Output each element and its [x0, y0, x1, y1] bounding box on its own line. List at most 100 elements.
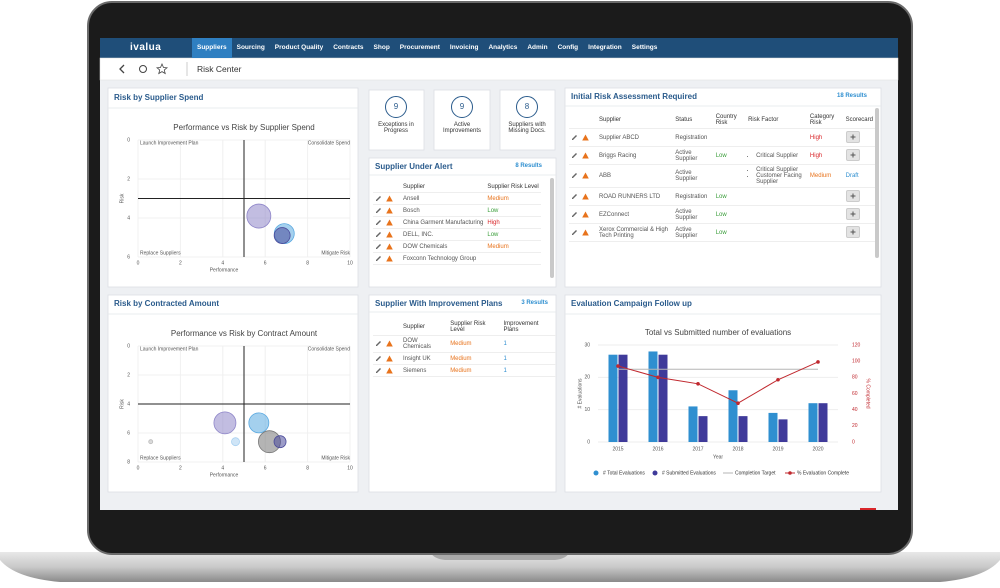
column-header: Risk Factor: [746, 112, 808, 129]
table-cell: High: [807, 128, 844, 147]
add-button[interactable]: [845, 131, 860, 143]
edit-icon[interactable]: [571, 172, 578, 179]
nav-item[interactable]: Product Quality: [274, 44, 324, 51]
edit-icon[interactable]: [375, 355, 382, 362]
edit-icon[interactable]: [571, 134, 578, 141]
scrollbar[interactable]: [875, 108, 879, 258]
table-cell: Siemens: [401, 364, 449, 378]
nav-item[interactable]: Admin: [527, 44, 548, 51]
edit-icon[interactable]: [375, 255, 382, 262]
warning-icon: [582, 152, 589, 159]
result-count[interactable]: 8 Results: [515, 163, 542, 169]
kpi[interactable]: 8 Suppliers with Missing Docs.: [499, 96, 555, 134]
y2-tick-label: 40: [852, 407, 858, 413]
back-icon[interactable]: [119, 64, 125, 74]
column-header: Supplier Risk Level: [448, 319, 502, 336]
plus-icon[interactable]: [847, 191, 859, 201]
header-row: Supplier Supplier Risk Level: [373, 182, 541, 193]
plus-icon[interactable]: [847, 132, 859, 142]
plus-icon[interactable]: [847, 150, 859, 160]
table-cell: Critical SupplierCustomer Facing Supplie…: [746, 164, 808, 188]
quadrant-label: Mitigate Risk: [321, 455, 350, 461]
y2-tick-label: 60: [852, 391, 858, 397]
table-cell: Medium: [448, 364, 502, 378]
bar: [738, 416, 748, 442]
edit-icon[interactable]: [571, 211, 578, 218]
line-marker: [776, 377, 780, 382]
plus-icon[interactable]: [847, 227, 859, 237]
nav-item[interactable]: Contracts: [333, 44, 364, 51]
nav-item[interactable]: Invoicing: [449, 44, 479, 51]
table-row: China Garment Manufacturing High: [373, 216, 541, 230]
x-tick-label: 8: [306, 260, 309, 266]
chart-title: Performance vs Risk by Contract Amount: [171, 329, 318, 338]
panels: [107, 87, 882, 493]
kpi[interactable]: 9 Active Improvements: [434, 96, 490, 134]
cell-text: Low: [715, 229, 727, 236]
y-axis-label: Risk: [119, 193, 125, 203]
cell-text: Briggs Racing: [599, 152, 637, 159]
cell-text: EZConnect: [599, 211, 630, 218]
result-count[interactable]: 3 Results: [521, 300, 548, 306]
x-tick-label: 2019: [772, 446, 783, 452]
add-button[interactable]: [845, 226, 860, 238]
nav-item[interactable]: Analytics: [488, 44, 518, 51]
edit-icon[interactable]: [571, 152, 578, 159]
bar: [618, 354, 628, 442]
add-button[interactable]: [845, 190, 860, 202]
table-cell: Briggs Racing: [597, 146, 674, 165]
edit-icon[interactable]: [375, 243, 382, 250]
table-cell: Bosch: [401, 204, 486, 218]
scrollbar[interactable]: [550, 178, 554, 278]
table-cell: ABB: [597, 164, 674, 188]
logo[interactable]: ivalua: [130, 42, 162, 53]
nav-item[interactable]: Settings: [631, 44, 658, 51]
kpi[interactable]: 9 Exceptions in Progress: [368, 96, 424, 134]
nav-item[interactable]: Suppliers: [192, 38, 232, 58]
cell-text: ROAD RUNNERS LTD: [599, 193, 661, 200]
y-tick-label: 0: [127, 343, 130, 349]
edit-icon[interactable]: [375, 219, 382, 226]
edit-icon[interactable]: [375, 207, 382, 214]
table-row: DOW Chemicals Medium: [373, 240, 541, 254]
nav-item[interactable]: Shop: [373, 44, 390, 51]
plus-icon[interactable]: [847, 209, 859, 219]
nav-item[interactable]: Sourcing: [236, 44, 265, 51]
cell-text: Insight UK: [403, 355, 431, 362]
edit-icon[interactable]: [375, 231, 382, 238]
line-marker: [736, 401, 740, 406]
edit-icon[interactable]: [571, 193, 578, 200]
edit-icon[interactable]: [375, 195, 382, 202]
x-tick-label: 2: [179, 260, 182, 266]
history-icon[interactable]: [139, 65, 147, 73]
edit-icon[interactable]: [375, 340, 382, 347]
table-cell: Low: [485, 204, 541, 218]
row-actions: [373, 364, 401, 378]
chart-title: Performance vs Risk by Supplier Spend: [173, 123, 314, 132]
nav-item[interactable]: Integration: [588, 44, 622, 51]
add-button[interactable]: [845, 149, 860, 161]
column-header: Country Risk: [713, 112, 747, 129]
panel-title: Supplier With Improvement Plans: [375, 299, 503, 308]
cell-text: 1: [503, 355, 507, 362]
nav-item[interactable]: Procurement: [399, 44, 440, 51]
result-count[interactable]: 18 Results: [836, 93, 867, 99]
add-button[interactable]: [845, 208, 860, 220]
edit-icon[interactable]: [571, 229, 578, 236]
quadrant-label: Mitigate Risk: [321, 250, 350, 256]
cell-text: High: [809, 152, 823, 159]
line: [617, 361, 819, 404]
header-cell: [373, 182, 401, 193]
star-icon[interactable]: [155, 62, 169, 75]
x-tick-label: 8: [306, 465, 309, 471]
header-row: Supplier Status Country Risk Risk Factor Cat…: [569, 112, 875, 129]
cell-text: Draft: [845, 173, 859, 179]
table-cell: Draft: [843, 164, 875, 188]
table-cell: [807, 187, 844, 206]
nav-item[interactable]: Config: [557, 44, 579, 51]
x-axis-label: Year: [713, 454, 723, 460]
table: Supplier Supplier Risk Level Ansell Medium B…: [373, 182, 541, 266]
edit-icon[interactable]: [375, 367, 382, 374]
sub-header: [99, 57, 899, 81]
